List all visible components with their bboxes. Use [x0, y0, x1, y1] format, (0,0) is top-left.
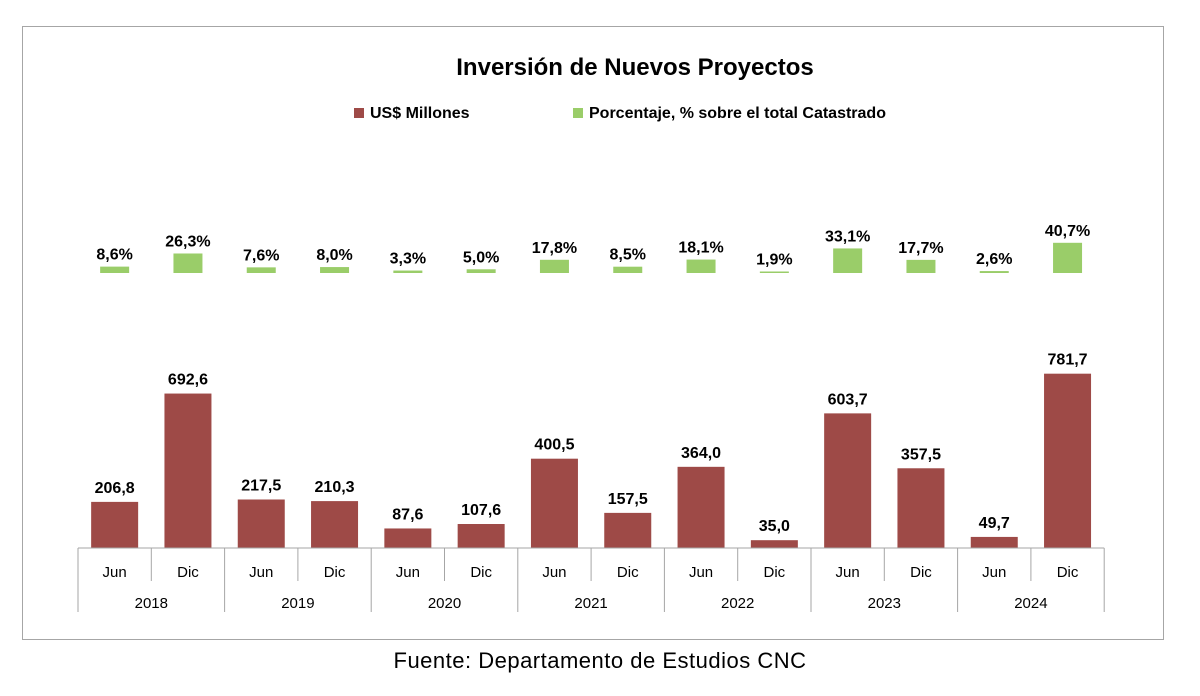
category-axis: [77, 547, 1105, 612]
percentage-bar: [1053, 242, 1083, 273]
percentage-bar: [613, 266, 643, 273]
percentage-data-label: 17,8%: [532, 240, 577, 257]
usd-bar: [457, 524, 505, 548]
percentage-data-label: 1,9%: [756, 252, 792, 269]
percentage-bar: [100, 266, 130, 273]
usd-bar: [824, 413, 872, 548]
percentage-data-label: 7,6%: [243, 247, 279, 264]
year-group-label: 2024: [1014, 595, 1047, 612]
usd-bar: [311, 501, 359, 548]
percentage-bar: [466, 269, 496, 273]
category-tick-label: Dic: [910, 564, 932, 581]
percentage-data-label: 8,5%: [610, 247, 646, 264]
usd-bar: [677, 466, 725, 548]
percentage-bar: [686, 259, 716, 273]
category-tick-label: Jun: [836, 564, 860, 581]
legend-swatch-pct: [573, 108, 583, 118]
usd-bar: [897, 468, 945, 548]
legend-label-pct: Porcentaje, % sobre el total Catastrado: [589, 105, 886, 122]
usd-bar: [970, 536, 1018, 548]
category-tick-label: Jun: [542, 564, 566, 581]
usd-bar: [604, 512, 652, 548]
percentage-data-label: 18,1%: [678, 240, 723, 257]
percentage-data-label: 2,6%: [976, 251, 1012, 268]
category-tick-label: Jun: [689, 564, 713, 581]
usd-data-label: 87,6: [392, 506, 423, 523]
percentage-data-label: 40,7%: [1045, 223, 1090, 240]
category-tick-label: Dic: [617, 564, 639, 581]
usd-data-label: 157,5: [608, 491, 648, 508]
percentage-data-label: 5,0%: [463, 249, 499, 266]
year-group-label: 2020: [428, 595, 461, 612]
category-tick-label: Dic: [470, 564, 492, 581]
usd-bar: [750, 540, 798, 548]
year-group-label: 2019: [281, 595, 314, 612]
percentage-bar: [759, 271, 789, 273]
year-group-label: 2018: [135, 595, 168, 612]
percentage-bar: [539, 259, 569, 273]
usd-bars: [91, 373, 1092, 548]
category-tick-label: Dic: [1057, 564, 1079, 581]
percentage-data-label: 33,1%: [825, 228, 870, 245]
category-tick-label: Dic: [177, 564, 199, 581]
usd-labels: 206,8 692,6 217,5 210,3 87,6 107,6 400,5 157,5 3…: [95, 352, 1088, 536]
usd-data-label: 35,0: [759, 518, 790, 535]
percentage-bar: [173, 253, 203, 273]
category-tick-labels: Jun Dic Jun Dic Jun Dic Jun Dic Jun Dic Jun Dic Jun D…: [103, 564, 1079, 581]
year-group-label: 2021: [574, 595, 607, 612]
usd-data-label: 357,5: [901, 446, 941, 463]
usd-data-label: 217,5: [241, 477, 281, 494]
chart-title: Inversión de Nuevos Proyectos: [456, 54, 813, 81]
usd-data-label: 692,6: [168, 372, 208, 389]
chart-frame: Inversión de Nuevos Proyectos US$ Millon…: [22, 26, 1164, 640]
usd-data-label: 107,6: [461, 502, 501, 519]
category-tick-label: Dic: [764, 564, 786, 581]
year-group-labels: 2018 2019 2020 2021 2022 2023 2024: [135, 595, 1048, 612]
usd-bar: [91, 501, 139, 548]
percentage-bar: [906, 259, 936, 273]
category-tick-label: Jun: [249, 564, 273, 581]
percentage-bars: [100, 242, 1083, 273]
usd-data-label: 781,7: [1048, 352, 1088, 369]
category-tick-label: Dic: [324, 564, 346, 581]
legend: US$ Millones Porcentaje, % sobre el tota…: [354, 105, 886, 122]
usd-bar: [164, 393, 212, 548]
year-group-label: 2023: [868, 595, 901, 612]
percentage-bar: [833, 248, 863, 273]
percentage-bar: [393, 270, 423, 273]
usd-data-label: 210,3: [315, 479, 355, 496]
percentage-bar: [246, 267, 276, 273]
percentage-data-label: 3,3%: [390, 251, 426, 268]
usd-bar: [530, 458, 578, 548]
usd-bar: [384, 528, 432, 548]
usd-data-label: 400,5: [534, 437, 574, 454]
percentage-data-label: 17,7%: [898, 240, 943, 257]
category-tick-label: Jun: [103, 564, 127, 581]
chart-svg: Inversión de Nuevos Proyectos US$ Millon…: [77, 54, 1105, 612]
year-group-label: 2022: [721, 595, 754, 612]
usd-data-label: 364,0: [681, 445, 721, 462]
legend-swatch-usd: [354, 108, 364, 118]
percentage-data-label: 8,6%: [96, 247, 132, 264]
usd-data-label: 603,7: [828, 391, 868, 408]
percentage-bar: [979, 271, 1009, 273]
usd-bar: [237, 499, 285, 548]
source-note: Fuente: Departamento de Estudios CNC: [393, 648, 807, 673]
legend-label-usd: US$ Millones: [370, 105, 470, 122]
category-tick-label: Jun: [982, 564, 1006, 581]
category-tick-label: Jun: [396, 564, 420, 581]
percentage-data-label: 26,3%: [165, 233, 210, 250]
percentage-labels: 8,6% 26,3% 7,6% 8,0% 3,3% 5,0% 17,8% 8,5% 18,1% 1…: [96, 223, 1090, 269]
percentage-bar: [320, 267, 350, 273]
usd-bar: [1044, 373, 1092, 548]
usd-data-label: 49,7: [979, 515, 1010, 532]
usd-data-label: 206,8: [95, 480, 135, 497]
percentage-data-label: 8,0%: [316, 247, 352, 264]
